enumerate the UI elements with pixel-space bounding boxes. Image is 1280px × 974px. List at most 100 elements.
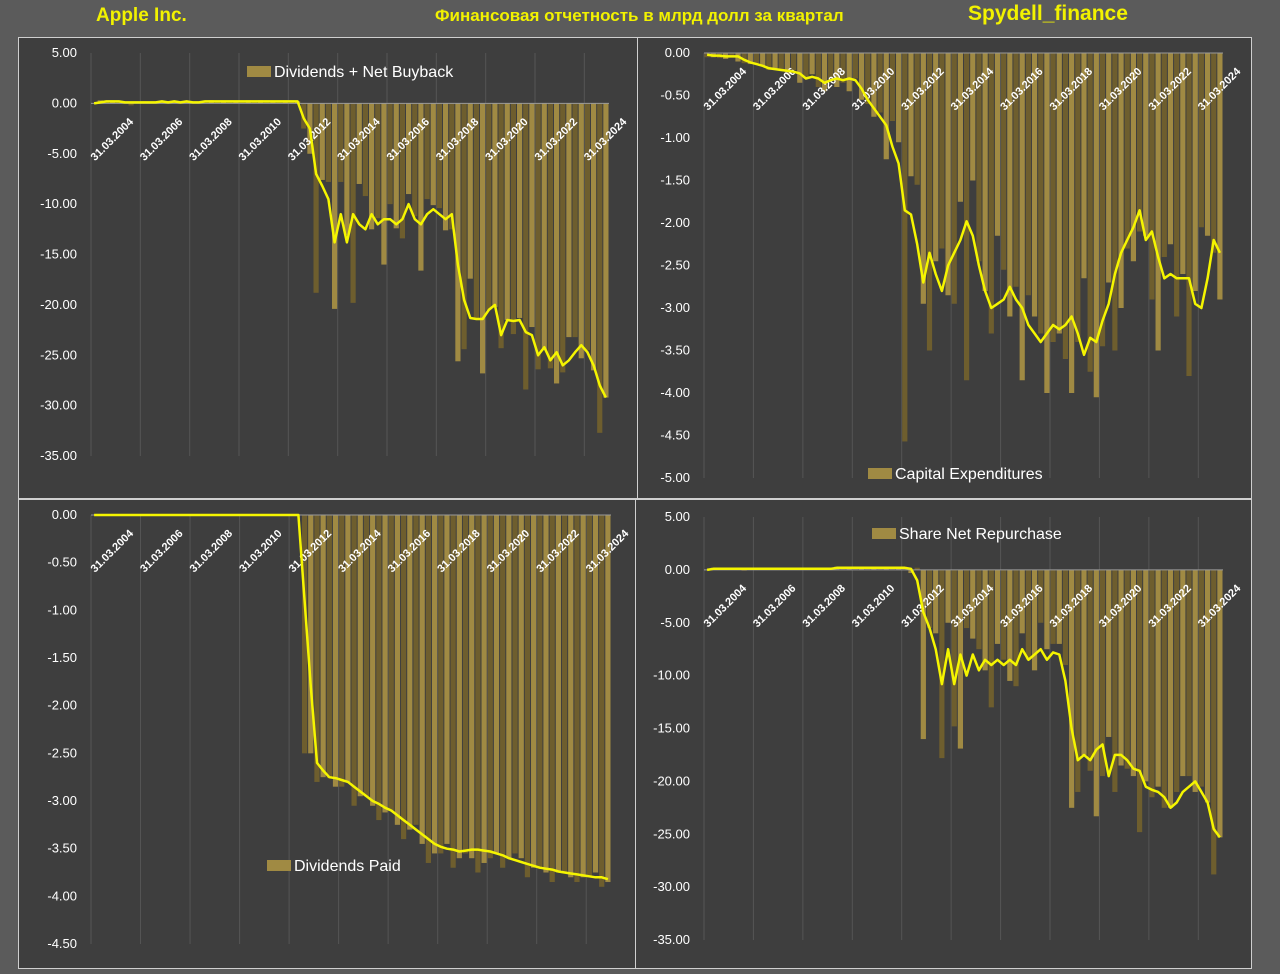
y-tick-label: -25.00 <box>40 347 77 362</box>
y-tick-label: -1.50 <box>660 173 690 188</box>
bar <box>1167 569 1174 808</box>
bar <box>1044 569 1050 650</box>
bar <box>370 515 376 806</box>
bar <box>1124 53 1130 249</box>
bar <box>1031 53 1038 317</box>
bar <box>760 53 766 66</box>
bar <box>926 569 933 629</box>
bar <box>461 103 467 350</box>
bar <box>603 103 609 398</box>
bar <box>368 103 375 230</box>
bar <box>1062 53 1069 359</box>
bar <box>951 569 957 727</box>
bar <box>1007 53 1013 317</box>
bar <box>1186 569 1192 777</box>
bar <box>939 53 945 249</box>
bar <box>553 103 560 384</box>
bar <box>1075 53 1081 342</box>
y-tick-label: -0.50 <box>47 555 77 570</box>
bar <box>828 53 834 79</box>
bar <box>487 515 493 859</box>
bar <box>976 53 982 262</box>
bar <box>1124 569 1130 769</box>
bar <box>549 515 555 883</box>
bar <box>356 103 362 184</box>
bar <box>444 515 450 844</box>
bar <box>344 103 350 236</box>
bar <box>493 515 500 854</box>
bar <box>535 103 541 370</box>
bar <box>387 103 393 205</box>
bar <box>486 103 492 310</box>
bar <box>469 515 475 859</box>
bar <box>512 515 518 854</box>
y-tick-label: -15.00 <box>653 721 690 736</box>
bar <box>957 53 964 202</box>
bar <box>784 53 791 75</box>
bar <box>109 102 116 104</box>
bar <box>1106 53 1112 283</box>
y-tick-label: -30.00 <box>653 879 690 894</box>
bar <box>418 103 424 271</box>
legend-label: Share Net Repurchase <box>899 526 1062 543</box>
y-tick-label: 5.00 <box>52 45 77 60</box>
bar <box>920 569 926 740</box>
bar <box>1118 569 1124 766</box>
x-tick-label: 31.03.2006 <box>751 583 798 630</box>
bar <box>1056 53 1062 334</box>
x-tick-label: 31.03.2004 <box>702 582 750 630</box>
chart-svg: 5.00 0.00 -5.00 -10.00 -15.00 -20.00 -25.00 -30… <box>40 45 630 463</box>
bar <box>1050 53 1056 342</box>
bar <box>407 515 413 830</box>
bar <box>227 102 233 104</box>
bar <box>1013 53 1019 287</box>
bar <box>914 567 920 570</box>
y-tick-label: -4.50 <box>660 428 690 443</box>
bar <box>790 53 797 70</box>
bar <box>970 569 976 639</box>
bar <box>455 103 461 362</box>
y-tick-label: -4.00 <box>47 888 77 903</box>
bar <box>1198 53 1204 228</box>
bar <box>590 103 597 371</box>
x-tick-label: 31.03.2010 <box>237 528 284 575</box>
bar <box>332 515 339 787</box>
bar <box>473 103 480 318</box>
bar <box>1087 569 1093 771</box>
x-tick-label: 31.03.2010 <box>237 116 284 163</box>
bar <box>500 515 506 868</box>
bar <box>939 569 945 759</box>
bar <box>902 53 908 442</box>
y-tick-label: -0.50 <box>660 88 690 103</box>
bar <box>572 103 578 338</box>
bar <box>926 53 933 351</box>
bar <box>1192 569 1198 792</box>
bar <box>982 53 988 291</box>
bar <box>1069 53 1075 393</box>
bar <box>1044 53 1050 393</box>
bar <box>1031 569 1038 671</box>
bar <box>988 53 994 334</box>
bar <box>1106 569 1112 737</box>
bar <box>1174 569 1180 792</box>
y-tick-label: 0.00 <box>665 45 690 60</box>
bar <box>945 53 951 296</box>
y-tick-label: -2.00 <box>47 698 77 713</box>
chart-panel-dividends-paid: 0.00 -0.50 -1.00 -1.50 -2.00 -2.50 -3.00 -3.50 -… <box>18 499 638 969</box>
bar <box>325 103 332 182</box>
bar <box>592 515 599 873</box>
bar <box>797 53 803 83</box>
bar <box>424 103 430 200</box>
company-title: Apple Inc. <box>96 5 187 26</box>
bar <box>599 515 605 887</box>
bar <box>1112 53 1118 351</box>
bar <box>449 103 455 230</box>
chart-svg: 0.00 -0.50 -1.00 -1.50 -2.00 -2.50 -3.00 -3.50 -… <box>660 45 1244 485</box>
bar <box>852 53 858 79</box>
bar <box>381 103 387 265</box>
bar <box>1081 569 1087 755</box>
bar <box>1167 53 1174 245</box>
bar <box>438 515 444 854</box>
bar <box>1143 569 1149 782</box>
bar <box>308 515 314 754</box>
